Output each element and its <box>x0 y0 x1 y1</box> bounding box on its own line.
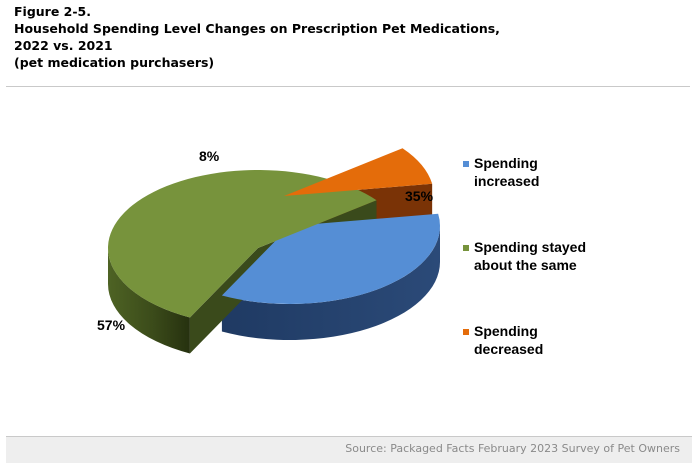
legend-item-spending-increased: Spending increased <box>463 155 539 189</box>
legend-label-spending-decreased: Spending decreased <box>474 323 543 357</box>
legend-swatch-spending-increased <box>463 161 469 167</box>
slice-spending-decreased <box>284 148 433 196</box>
figure-title-line1: Household Spending Level Changes on Pres… <box>14 21 500 36</box>
slice-side-spending-stayed-about-the-same <box>108 248 190 354</box>
figure-label: Figure 2-5. <box>14 4 91 19</box>
pie-chart: 35% 57% 8% Spending increased Spending staye… <box>97 148 586 357</box>
slice-cut-face-spending-stayed-about-the-same <box>189 248 258 354</box>
legend-label-spending-stayed-about-the-same: Spending stayed about the same <box>474 239 586 273</box>
slice-spending-increased <box>221 213 440 304</box>
source-footer: Source: Packaged Facts February 2023 Sur… <box>6 436 692 463</box>
data-label-spending-decreased: 8% <box>199 148 220 164</box>
legend-swatch-spending-decreased <box>463 329 469 335</box>
legend-item-spending-stayed-about-the-same: Spending stayed about the same <box>463 239 586 273</box>
figure-header: Figure 2-5. Household Spending Level Cha… <box>14 3 500 71</box>
header-divider <box>6 86 690 87</box>
data-label-spending-increased: 35% <box>405 188 434 204</box>
source-text: Source: Packaged Facts February 2023 Sur… <box>345 442 680 455</box>
legend-item-spending-decreased: Spending decreased <box>463 323 543 357</box>
pie-tops: 35% 57% 8% <box>97 148 440 333</box>
slice-spending-stayed-about-the-same <box>108 170 377 318</box>
legend-label-spending-increased: Spending increased <box>474 155 539 189</box>
legend-swatch-spending-stayed-about-the-same <box>463 245 469 251</box>
figure-subtitle: (pet medication purchasers) <box>14 55 215 70</box>
slice-side-spending-increased <box>221 226 440 340</box>
figure-title-line2: 2022 vs. 2021 <box>14 38 113 53</box>
data-label-spending-stayed-about-the-same: 57% <box>97 317 126 333</box>
